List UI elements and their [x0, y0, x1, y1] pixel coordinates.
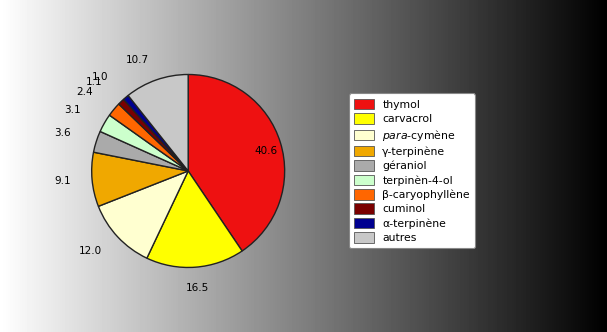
Legend: thymol, carvacrol, $\it{para}$-cymène, γ-terpinène, géraniol, terpinèn-4-ol, β-c: thymol, carvacrol, $\it{para}$-cymène, γ…: [349, 94, 475, 248]
Text: 12.0: 12.0: [79, 246, 102, 256]
Wedge shape: [98, 171, 188, 258]
Text: 2.4: 2.4: [76, 87, 93, 97]
Wedge shape: [119, 99, 188, 171]
Text: 9.1: 9.1: [54, 177, 71, 187]
Text: 16.5: 16.5: [185, 283, 209, 293]
Text: 1.1: 1.1: [86, 77, 103, 87]
Text: 3.1: 3.1: [64, 105, 81, 115]
Text: 10.7: 10.7: [126, 55, 149, 65]
Text: 3.6: 3.6: [54, 128, 70, 138]
Text: 1.0: 1.0: [92, 72, 108, 82]
Wedge shape: [109, 104, 188, 171]
Wedge shape: [100, 115, 188, 171]
Text: 40.6: 40.6: [254, 146, 278, 156]
Wedge shape: [123, 95, 188, 171]
Wedge shape: [188, 74, 285, 251]
Wedge shape: [93, 131, 188, 171]
Wedge shape: [128, 74, 188, 171]
Wedge shape: [92, 152, 188, 206]
Wedge shape: [147, 171, 242, 268]
